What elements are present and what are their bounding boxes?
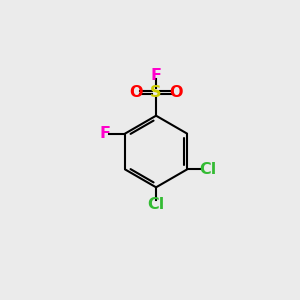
Text: S: S: [150, 85, 162, 100]
Text: Cl: Cl: [147, 197, 165, 212]
Text: O: O: [130, 85, 143, 100]
Text: Cl: Cl: [199, 162, 217, 177]
Text: F: F: [100, 126, 111, 141]
Text: F: F: [151, 68, 162, 83]
Text: O: O: [169, 85, 182, 100]
